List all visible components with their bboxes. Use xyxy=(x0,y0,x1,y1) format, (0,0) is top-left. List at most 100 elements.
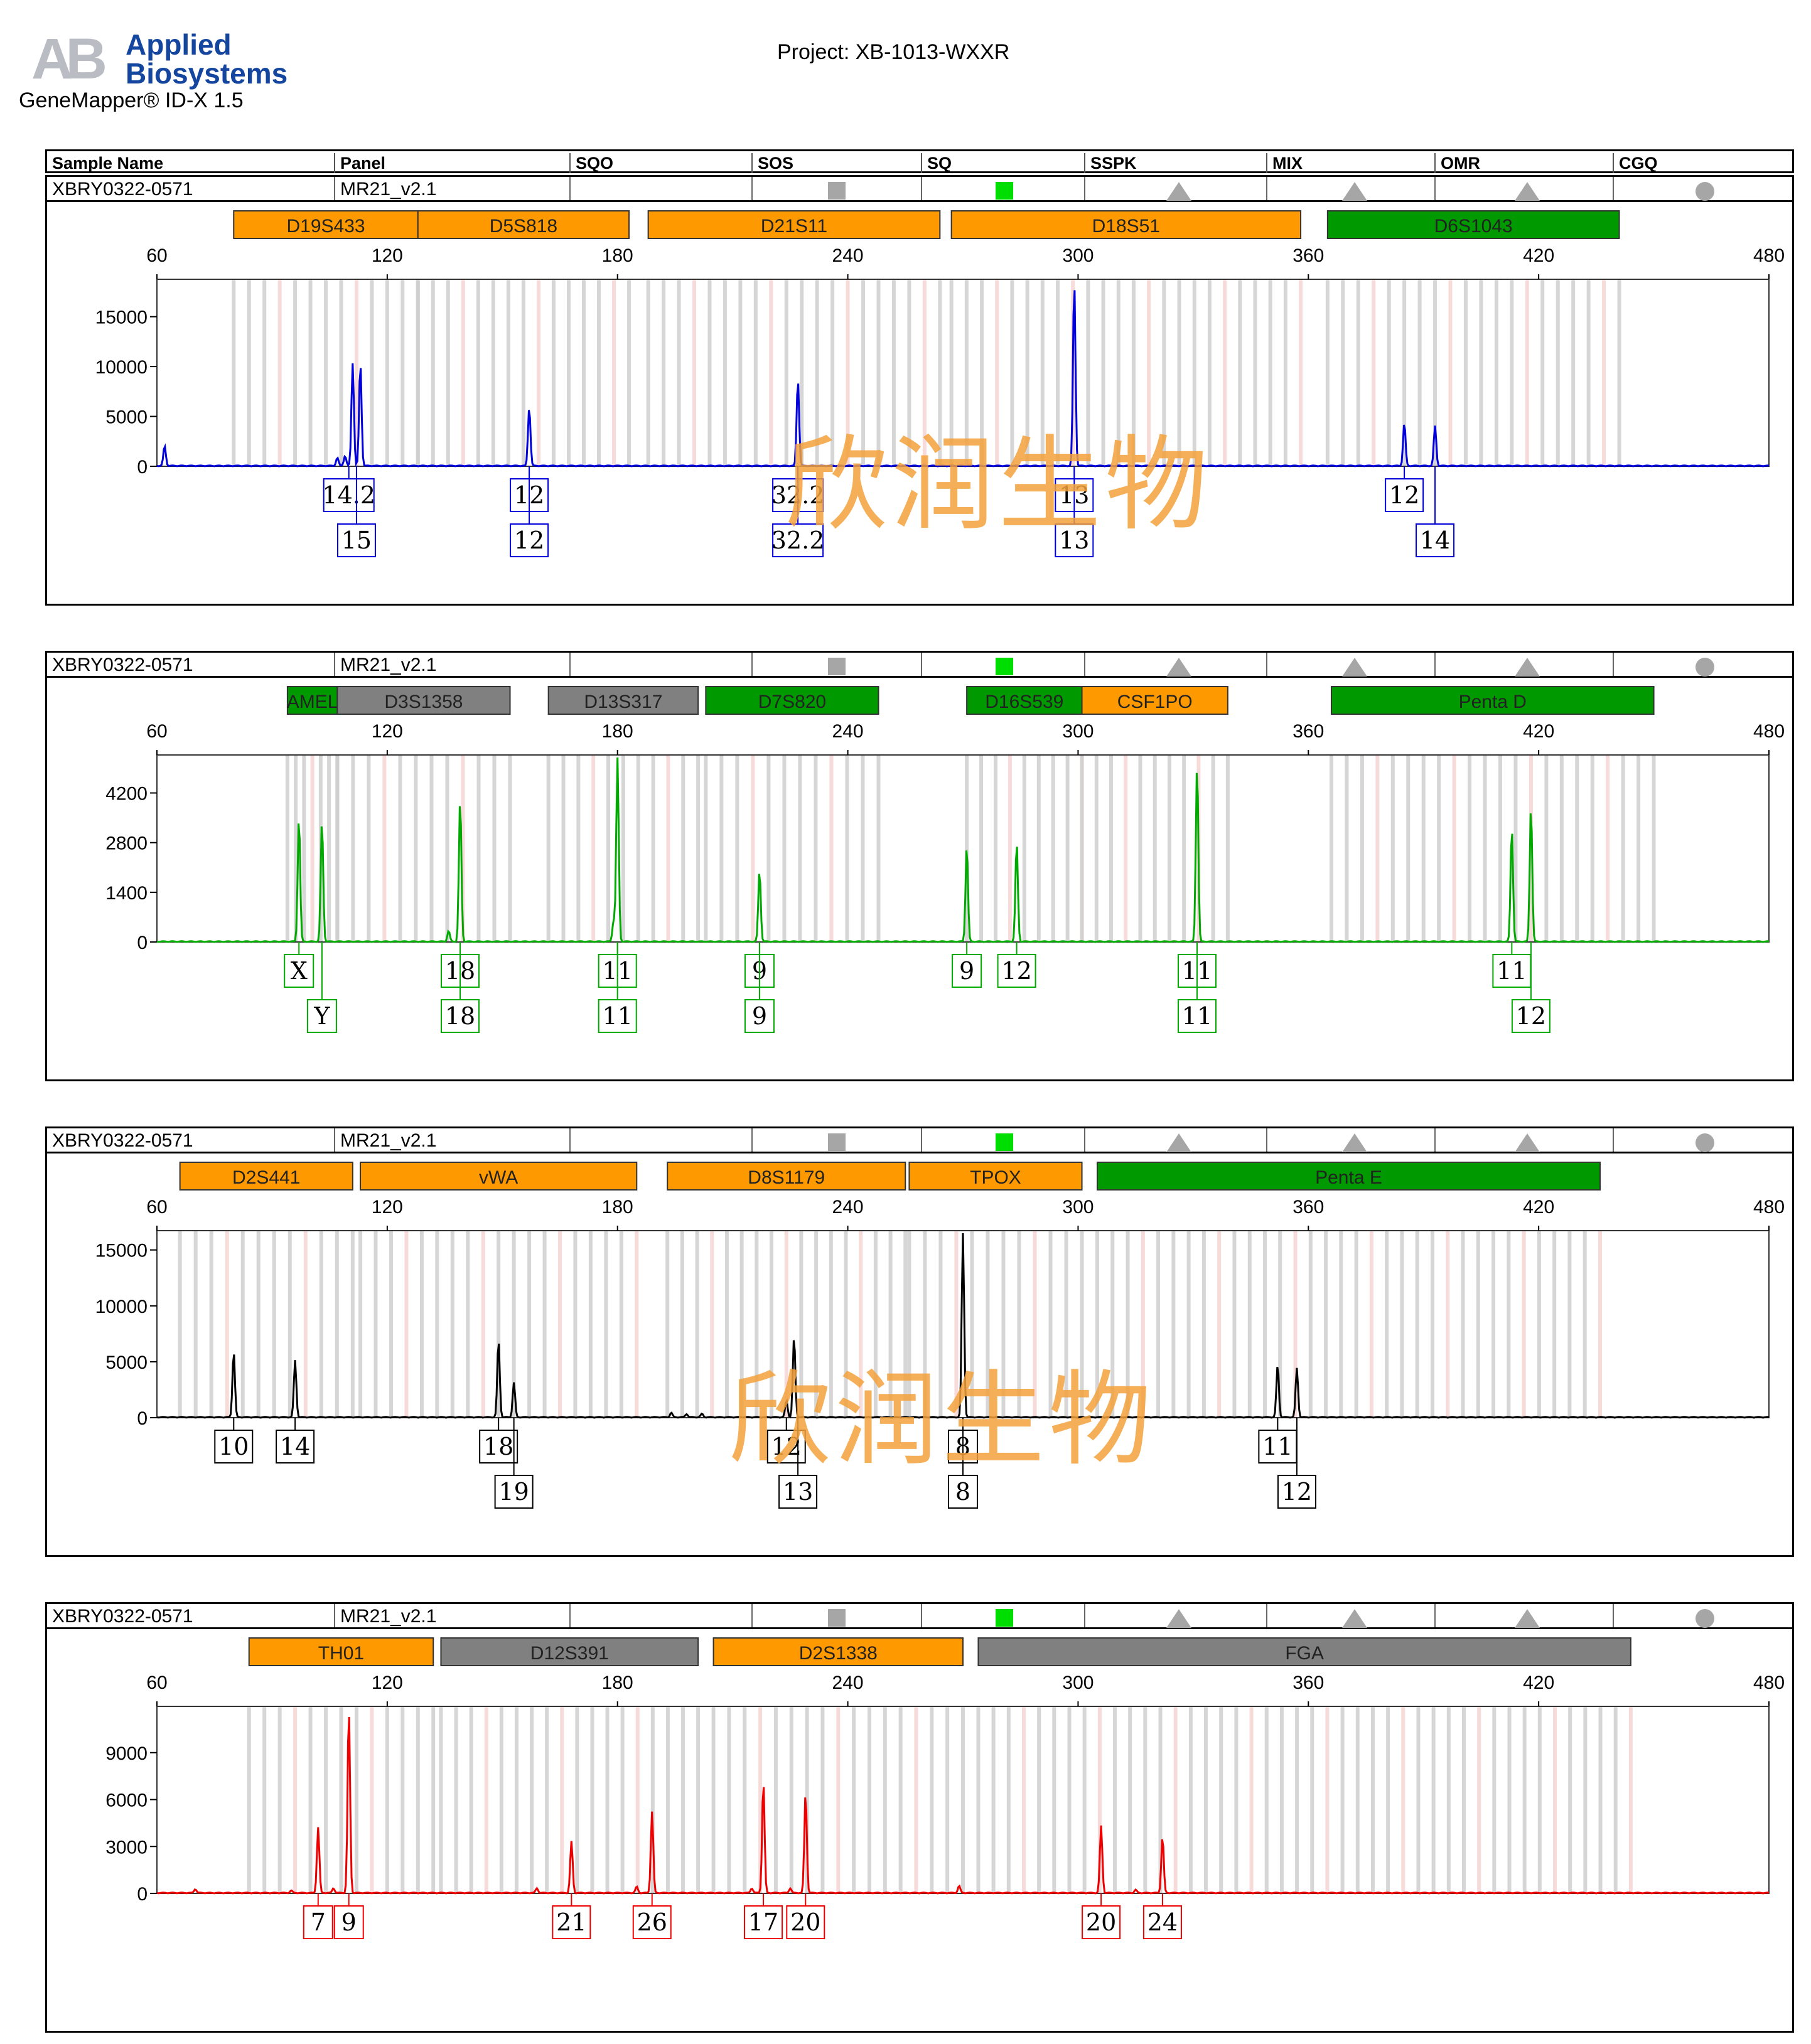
locus-d16s539[interactable]: D16S539 xyxy=(966,686,1083,715)
gray-circle-flag-icon[interactable] xyxy=(1695,658,1714,677)
gray-triangle-flag-icon[interactable] xyxy=(1166,658,1191,677)
pass-square-flag-icon[interactable] xyxy=(996,1133,1013,1151)
locus-csf1po[interactable]: CSF1PO xyxy=(1081,686,1228,715)
x-tick-label: 420 xyxy=(1523,245,1554,266)
allele-call[interactable]: 24 xyxy=(1142,1893,1182,1939)
gray-triangle-flag-icon[interactable] xyxy=(1342,1609,1367,1628)
sample-row[interactable]: XBRY0322-0571 MR21_v2.1 xyxy=(47,1128,1792,1153)
gray-triangle-flag-icon[interactable] xyxy=(1515,1609,1540,1628)
allele-call[interactable]: 12 xyxy=(1511,942,1550,1033)
allele-call[interactable]: 19 xyxy=(494,1418,534,1509)
gray-square-flag-icon[interactable] xyxy=(828,658,846,675)
x-tick-label: 180 xyxy=(602,245,633,266)
pass-square-flag-icon[interactable] xyxy=(996,182,1013,200)
column-header-sspk[interactable]: SSPK xyxy=(1084,153,1266,173)
locus-d3s1358[interactable]: D3S1358 xyxy=(336,686,511,715)
gray-circle-flag-icon[interactable] xyxy=(1695,1133,1714,1152)
allele-call[interactable]: 13 xyxy=(778,1418,818,1509)
allele-call[interactable]: 32.232.2 xyxy=(771,466,825,557)
column-header-cgq[interactable]: CGQ xyxy=(1613,153,1791,173)
quality-cell xyxy=(751,177,921,200)
allele-call[interactable]: 88 xyxy=(948,1418,978,1509)
locus-d12s391[interactable]: D12S391 xyxy=(440,1637,699,1666)
allele-call[interactable]: 9 xyxy=(952,942,982,988)
locus-vwa[interactable]: vWA xyxy=(360,1162,638,1191)
gray-triangle-flag-icon[interactable] xyxy=(1342,1133,1367,1152)
locus-d21s11[interactable]: D21S11 xyxy=(647,210,941,239)
column-header-sq[interactable]: SQ xyxy=(921,153,1084,173)
locus-d18s51[interactable]: D18S51 xyxy=(950,210,1302,239)
locus-d7s820[interactable]: D7S820 xyxy=(705,686,879,715)
allele-call[interactable]: 12 xyxy=(1277,1418,1316,1509)
gray-square-flag-icon[interactable] xyxy=(828,182,846,200)
gray-triangle-flag-icon[interactable] xyxy=(1166,1133,1191,1152)
allele-call[interactable]: 18 xyxy=(479,1418,519,1463)
sample-row[interactable]: XBRY0322-0571 MR21_v2.1 xyxy=(47,177,1792,202)
gray-triangle-flag-icon[interactable] xyxy=(1166,1609,1191,1628)
gray-square-flag-icon[interactable] xyxy=(828,1609,846,1627)
gray-triangle-flag-icon[interactable] xyxy=(1515,658,1540,677)
sample-row[interactable]: XBRY0322-0571 MR21_v2.1 xyxy=(47,1604,1792,1629)
locus-d19s433[interactable]: D19S433 xyxy=(233,210,419,239)
locus-d6s1043[interactable]: D6S1043 xyxy=(1326,210,1620,239)
allele-call[interactable]: 12 xyxy=(1385,466,1424,512)
locus-d8s1179[interactable]: D8S1179 xyxy=(667,1162,906,1191)
allele-box xyxy=(778,1475,818,1509)
pass-square-flag-icon[interactable] xyxy=(996,1609,1013,1627)
locus-penta-d[interactable]: Penta D xyxy=(1330,686,1655,715)
allele-call[interactable]: 14.2 15 xyxy=(322,466,376,557)
gray-circle-flag-icon[interactable] xyxy=(1695,182,1714,201)
allele-call[interactable]: 21 xyxy=(552,1893,591,1939)
column-header-omr[interactable]: OMR xyxy=(1434,153,1613,173)
locus-label: D12S391 xyxy=(530,1643,609,1664)
allele-call[interactable]: X xyxy=(284,942,314,988)
allele-call[interactable]: 26 xyxy=(632,1893,672,1939)
allele-call[interactable]: 11 xyxy=(1492,942,1532,988)
y-tick-label: 10000 xyxy=(95,1297,148,1317)
locus-fga[interactable]: FGA xyxy=(977,1637,1631,1666)
gray-triangle-flag-icon[interactable] xyxy=(1515,1133,1540,1152)
pass-square-flag-icon[interactable] xyxy=(996,658,1013,675)
allele-call[interactable]: 20 xyxy=(786,1893,825,1939)
gray-triangle-flag-icon[interactable] xyxy=(1342,658,1367,677)
allele-call[interactable]: 9 xyxy=(333,1893,364,1939)
column-header-sample-name[interactable]: Sample Name xyxy=(52,154,164,173)
sample-row[interactable]: XBRY0322-0571 MR21_v2.1 xyxy=(47,653,1792,678)
allele-call[interactable]: 14 xyxy=(276,1418,315,1463)
y-axis: 0 5000 10000 15000 xyxy=(95,308,157,478)
allele-call[interactable]: 12 xyxy=(766,1418,806,1463)
allele-call[interactable]: 11 xyxy=(1258,1418,1298,1463)
locus-d5s818[interactable]: D5S818 xyxy=(417,210,630,239)
allele-call[interactable]: 20 xyxy=(1082,1893,1121,1939)
allele-call[interactable]: 7 xyxy=(303,1893,333,1939)
locus-penta-e[interactable]: Penta E xyxy=(1097,1162,1601,1191)
locus-d2s441[interactable]: D2S441 xyxy=(179,1162,353,1191)
locus-d2s1338[interactable]: D2S1338 xyxy=(712,1637,964,1666)
column-header-mix[interactable]: MIX xyxy=(1266,153,1434,173)
gray-square-flag-icon[interactable] xyxy=(828,1133,846,1151)
gray-triangle-flag-icon[interactable] xyxy=(1166,182,1191,201)
allele-call[interactable]: 17 xyxy=(744,1893,783,1939)
locus-d13s317[interactable]: D13S317 xyxy=(547,686,699,715)
allele-call[interactable]: 12 xyxy=(997,942,1036,988)
column-header-panel[interactable]: Panel xyxy=(334,153,569,173)
column-header-sqo[interactable]: SQO xyxy=(569,153,751,173)
gray-triangle-flag-icon[interactable] xyxy=(1342,182,1367,201)
gray-triangle-flag-icon[interactable] xyxy=(1515,182,1540,201)
column-header-sos[interactable]: SOS xyxy=(751,153,921,173)
allele-call[interactable]: 99 xyxy=(744,942,775,1033)
gray-circle-flag-icon[interactable] xyxy=(1695,1609,1714,1628)
x-axis: 60 120 180 240 300 360 420 480 xyxy=(146,1672,1785,1706)
locus-th01[interactable]: TH01 xyxy=(248,1637,434,1666)
allele-call[interactable]: 14 xyxy=(1416,466,1455,557)
allele-call[interactable]: 10 xyxy=(214,1418,254,1463)
locus-amel[interactable]: AMEL xyxy=(287,686,338,715)
locus-tpox[interactable]: TPOX xyxy=(908,1162,1083,1191)
allele-label: 17 xyxy=(748,1908,778,1936)
allele-call[interactable]: Y xyxy=(306,942,337,1033)
